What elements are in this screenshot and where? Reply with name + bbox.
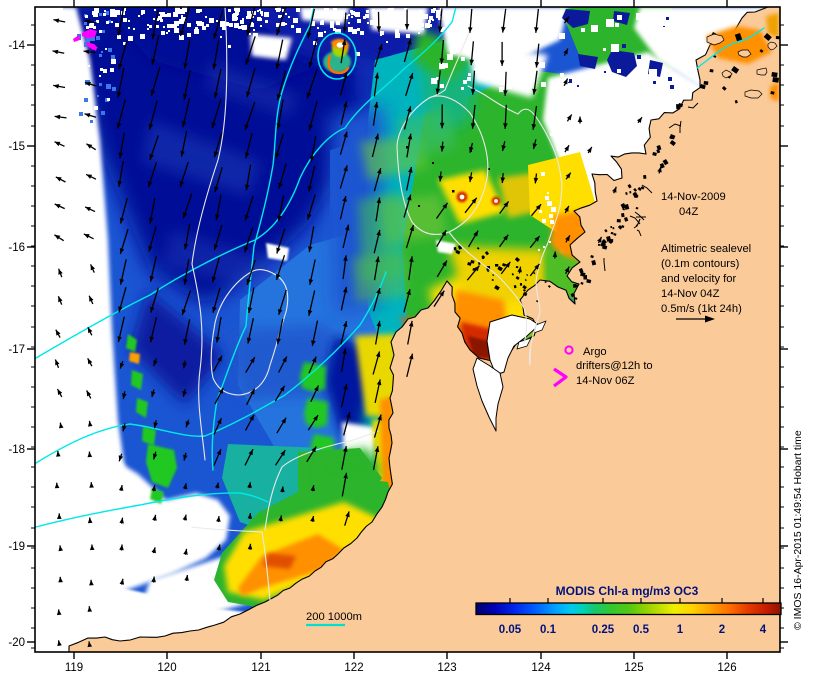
svg-text:14-Nov 04Z: 14-Nov 04Z [661,288,720,300]
svg-text:0.05: 0.05 [499,624,522,636]
svg-text:-15: -15 [8,141,25,153]
svg-text:125: 125 [624,662,643,674]
svg-text:04Z: 04Z [679,206,698,218]
svg-text:-18: -18 [8,444,25,456]
svg-text:119: 119 [65,662,83,674]
svg-text:Argo: Argo [583,346,607,358]
svg-text:0.1: 0.1 [540,624,557,636]
svg-text:123: 123 [437,662,456,674]
svg-text:-16: -16 [8,242,25,254]
svg-text:0.5: 0.5 [633,624,650,636]
svg-text:1: 1 [677,624,684,636]
svg-text:© IMOS 16-Apr-2015 01:49:54 Ho: © IMOS 16-Apr-2015 01:49:54 Hobart time [792,430,804,630]
svg-text:14-Nov-2009: 14-Nov-2009 [661,191,726,203]
svg-text:-19: -19 [8,541,25,553]
svg-text:4: 4 [760,624,767,636]
svg-text:2: 2 [719,624,725,636]
svg-text:120: 120 [157,662,176,674]
svg-text:0.25: 0.25 [592,624,615,636]
svg-text:-14: -14 [8,40,25,52]
svg-text:121: 121 [251,662,270,674]
svg-text:MODIS Chl-a mg/m3 OC3: MODIS Chl-a mg/m3 OC3 [556,584,699,598]
svg-text:Altimetric sealevel: Altimetric sealevel [661,243,751,255]
svg-text:126: 126 [717,662,736,674]
svg-text:-20: -20 [8,637,25,649]
svg-text:14-Nov 06Z: 14-Nov 06Z [576,375,635,387]
svg-text:124: 124 [531,662,551,674]
svg-text:200 1000m: 200 1000m [306,611,362,623]
svg-text:and velocity for: and velocity for [661,273,737,285]
svg-text:(0.1m contours): (0.1m contours) [661,258,740,270]
svg-text:drifters@12h to: drifters@12h to [576,360,653,372]
svg-text:122: 122 [344,662,363,674]
svg-text:-17: -17 [8,344,25,356]
svg-text:0.5m/s (1kt 24h): 0.5m/s (1kt 24h) [661,303,742,315]
